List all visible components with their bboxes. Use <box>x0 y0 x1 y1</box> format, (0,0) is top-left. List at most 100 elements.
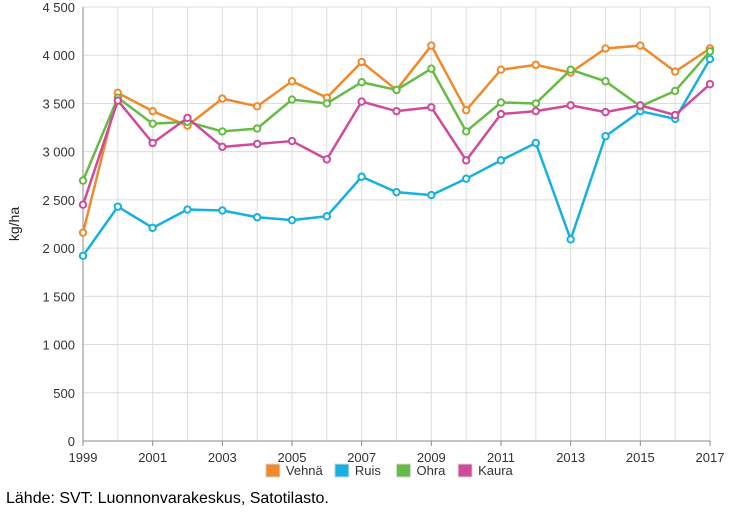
y-tick-label: 0 <box>68 434 75 449</box>
legend-swatch <box>334 463 350 478</box>
data-point-kaura[interactable] <box>148 138 157 148</box>
data-point-ohra[interactable] <box>496 98 506 107</box>
data-point-vehn-[interactable] <box>78 228 88 237</box>
data-point-ruis[interactable] <box>287 215 297 225</box>
data-point-ruis[interactable] <box>392 187 401 197</box>
data-point-vehn-[interactable] <box>601 44 610 53</box>
data-point-vehn-[interactable] <box>636 41 645 50</box>
data-point-kaura[interactable] <box>392 106 401 116</box>
data-point-ruis[interactable] <box>566 235 575 244</box>
data-point-kaura[interactable] <box>496 109 506 119</box>
data-point-kaura[interactable] <box>531 106 541 116</box>
legend-item-ruis[interactable]: Ruis <box>334 463 382 478</box>
legend-label: Ruis <box>355 463 382 478</box>
data-point-vehn-[interactable] <box>427 41 436 50</box>
data-point-ohra[interactable] <box>670 86 680 96</box>
y-tick-label: 4 000 <box>42 48 75 63</box>
data-point-vehn-[interactable] <box>287 77 297 86</box>
legend-swatch <box>265 463 281 478</box>
data-point-ruis[interactable] <box>357 172 366 181</box>
data-point-ohra[interactable] <box>322 99 332 108</box>
data-point-ohra[interactable] <box>218 127 227 136</box>
data-point-ruis[interactable] <box>78 251 88 261</box>
data-point-kaura[interactable] <box>78 200 88 209</box>
data-point-ohra[interactable] <box>461 127 471 136</box>
legend-label: Ohra <box>417 463 447 478</box>
data-point-ruis[interactable] <box>705 54 715 64</box>
data-point-ohra[interactable] <box>287 95 297 104</box>
x-tick-label: 2015 <box>626 450 655 465</box>
data-point-ruis[interactable] <box>183 205 192 214</box>
x-tick-label: 2009 <box>417 450 446 465</box>
series-group <box>78 41 715 261</box>
data-point-vehn-[interactable] <box>252 102 262 111</box>
data-point-ohra[interactable] <box>148 119 157 128</box>
data-point-kaura[interactable] <box>252 139 262 149</box>
data-point-kaura[interactable] <box>636 101 645 110</box>
data-point-ruis[interactable] <box>252 213 262 222</box>
x-tick-label: 2005 <box>278 450 307 465</box>
y-tick-label: 1 500 <box>42 289 75 304</box>
source-text: Lähde: SVT: Luonnonvarakeskus, Satotilas… <box>6 490 329 507</box>
data-point-ruis[interactable] <box>427 190 436 200</box>
data-point-vehn-[interactable] <box>531 60 541 70</box>
data-point-kaura[interactable] <box>705 79 715 89</box>
data-point-kaura[interactable] <box>601 107 610 117</box>
legend-item-ohra[interactable]: Ohra <box>396 463 447 478</box>
data-point-kaura[interactable] <box>322 155 332 164</box>
data-point-ruis[interactable] <box>218 206 227 215</box>
data-point-vehn-[interactable] <box>461 105 471 115</box>
data-point-kaura[interactable] <box>113 96 123 105</box>
y-tick-label: 3 000 <box>42 145 75 160</box>
data-point-kaura[interactable] <box>566 101 575 110</box>
data-point-ruis[interactable] <box>601 132 610 141</box>
data-point-ruis[interactable] <box>148 223 157 233</box>
data-point-ruis[interactable] <box>496 156 506 165</box>
data-point-ohra[interactable] <box>601 77 610 86</box>
y-axis-title: kg/ha <box>6 207 22 241</box>
data-point-vehn-[interactable] <box>218 94 227 103</box>
data-point-ruis[interactable] <box>322 212 332 221</box>
data-point-ruis[interactable] <box>113 202 123 211</box>
axes: 0 500 1 000 1 500 2 000 2 500 3 000 3 500 4 000 4… <box>42 0 724 465</box>
y-tick-label: 2 000 <box>42 241 75 256</box>
data-point-ohra[interactable] <box>78 176 88 185</box>
data-point-vehn-[interactable] <box>496 65 506 74</box>
x-tick-label: 2003 <box>208 450 237 465</box>
data-point-vehn-[interactable] <box>357 57 366 67</box>
x-tick-label: 2001 <box>138 450 167 465</box>
data-point-kaura[interactable] <box>427 103 436 112</box>
grid-lines <box>82 6 711 441</box>
data-point-ohra[interactable] <box>566 65 575 74</box>
data-point-ohra[interactable] <box>392 85 401 95</box>
data-point-kaura[interactable] <box>183 113 192 123</box>
data-point-kaura[interactable] <box>670 110 680 120</box>
series-kaura <box>78 79 715 209</box>
series-ruis <box>78 54 715 261</box>
data-point-ohra[interactable] <box>252 124 262 133</box>
data-point-ohra[interactable] <box>357 78 366 87</box>
data-point-ohra[interactable] <box>705 47 715 56</box>
data-point-vehn-[interactable] <box>670 67 680 76</box>
legend-swatch <box>457 463 473 478</box>
legend-item-vehn-[interactable]: Vehnä <box>265 463 324 478</box>
data-point-ruis[interactable] <box>461 174 471 183</box>
legend-label: Kaura <box>478 463 513 478</box>
x-tick-label: 2013 <box>556 450 585 465</box>
x-tick-label: 2011 <box>487 450 515 465</box>
data-point-kaura[interactable] <box>287 136 297 146</box>
x-tick-label: 2007 <box>347 450 376 465</box>
y-tick-label: 1 000 <box>42 338 75 353</box>
data-point-kaura[interactable] <box>461 156 471 165</box>
y-tick-label: 500 <box>53 386 75 401</box>
y-tick-label: 4 500 <box>42 0 75 15</box>
legend-item-kaura[interactable]: Kaura <box>457 463 514 478</box>
data-point-ohra[interactable] <box>531 99 541 108</box>
data-point-vehn-[interactable] <box>148 106 157 116</box>
data-point-ohra[interactable] <box>427 64 436 73</box>
data-point-kaura[interactable] <box>357 97 366 106</box>
data-point-kaura[interactable] <box>218 142 227 152</box>
line-chart: 0 500 1 000 1 500 2 000 2 500 3 000 3 500 4 000 4… <box>6 0 724 478</box>
data-point-ruis[interactable] <box>531 138 541 148</box>
legend-label: Vehnä <box>286 463 324 478</box>
